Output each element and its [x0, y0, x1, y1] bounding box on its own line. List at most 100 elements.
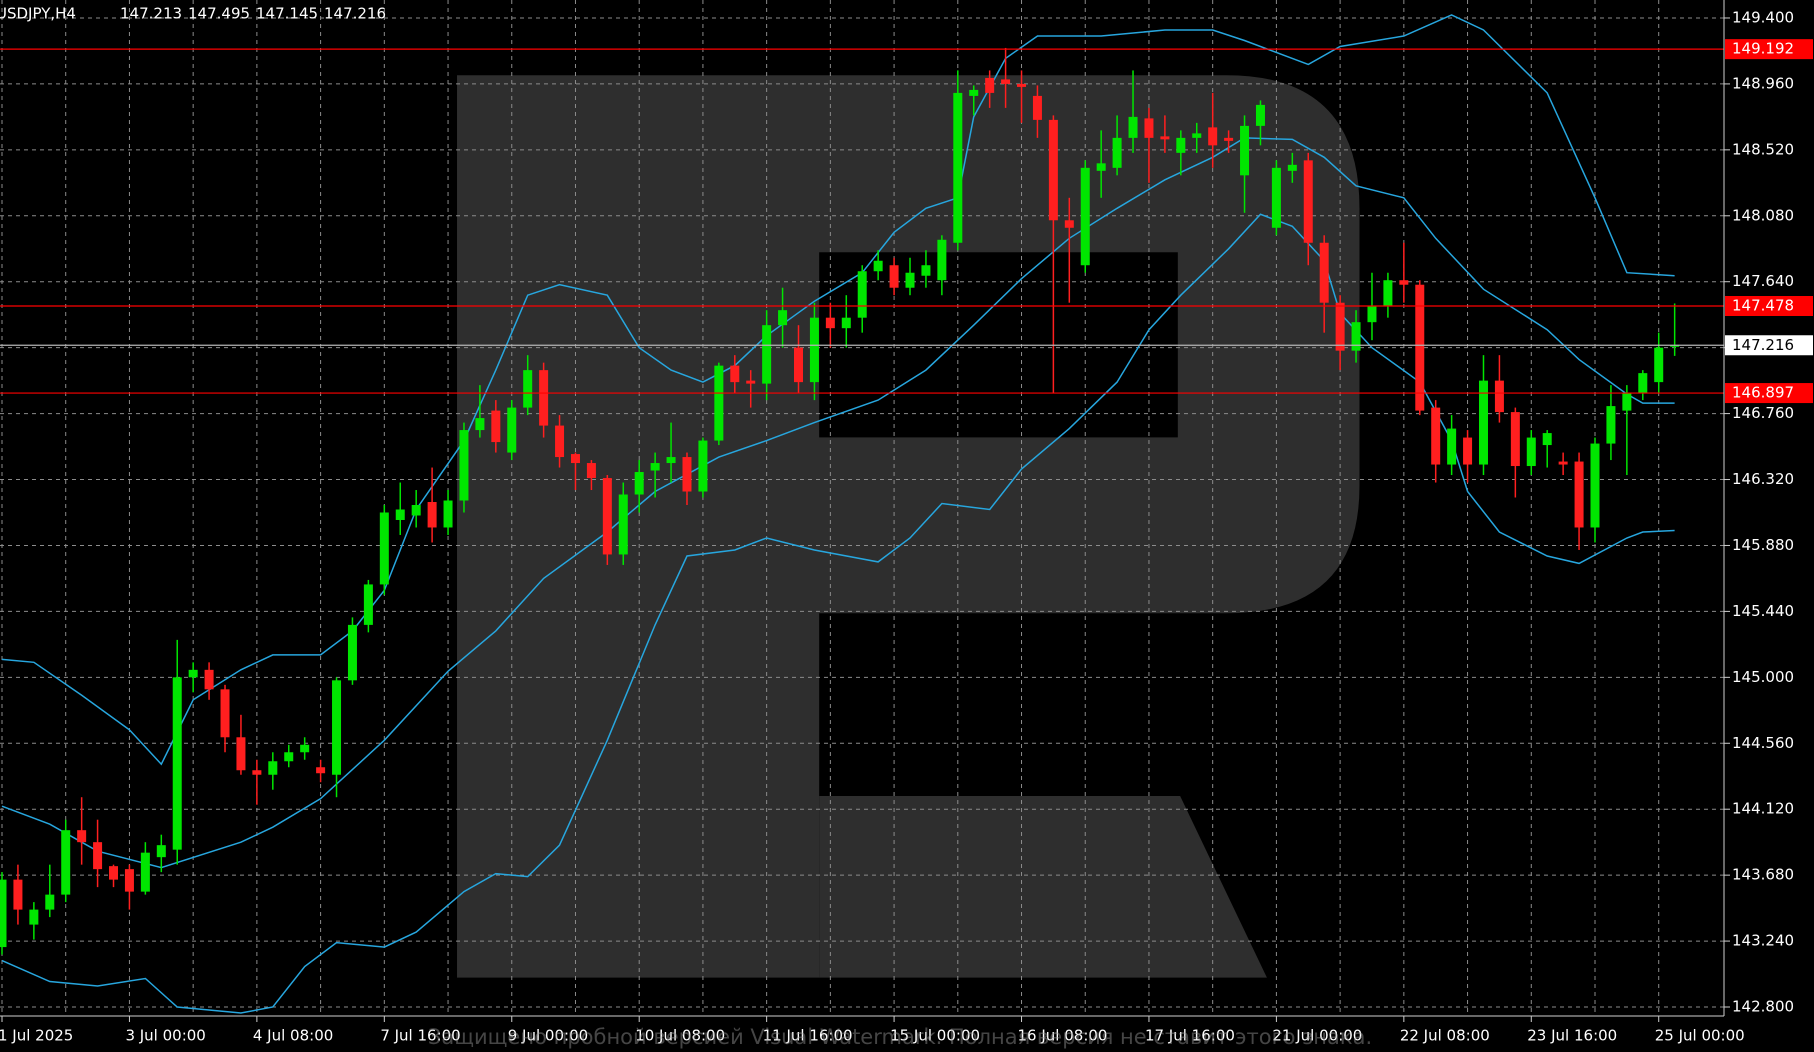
- candle-body: [1064, 220, 1074, 228]
- x-tick-label: 9 Jul 00:00: [508, 1027, 588, 1045]
- candle-body: [316, 767, 326, 774]
- candle-body: [937, 239, 947, 281]
- y-tick-label: 148.520: [1732, 140, 1794, 158]
- y-tick-label: 142.800: [1732, 998, 1794, 1016]
- candle-body: [666, 457, 676, 464]
- candle-body: [1224, 137, 1234, 141]
- logo-watermark: [457, 75, 1360, 978]
- candle-body: [1383, 280, 1393, 306]
- candle-body: [1431, 407, 1441, 465]
- candle-body: [555, 425, 565, 458]
- candle-body: [1303, 160, 1313, 243]
- x-tick-label: 17 Jul 16:00: [1145, 1027, 1235, 1045]
- candle-body: [1574, 461, 1584, 528]
- candle-body: [395, 509, 405, 520]
- candle-body: [1654, 347, 1664, 383]
- candle-body: [1510, 412, 1520, 467]
- candle-body: [1638, 373, 1648, 393]
- candle-body: [809, 317, 819, 383]
- y-tick-label: 143.240: [1732, 932, 1794, 950]
- candle-body: [427, 502, 437, 528]
- x-tick-label: 4 Jul 08:00: [253, 1027, 333, 1045]
- header-open: 147.213: [120, 5, 182, 23]
- candle-body: [507, 407, 517, 453]
- candle-body: [618, 494, 628, 555]
- x-tick-label: 16 Jul 08:00: [1018, 1027, 1108, 1045]
- candle-body: [1478, 380, 1488, 465]
- level-label: 147.478: [1732, 296, 1794, 314]
- candle-body: [985, 77, 995, 93]
- logo-leg: [819, 796, 1267, 978]
- y-tick-label: 146.320: [1732, 470, 1794, 488]
- y-tick-label: 145.880: [1732, 536, 1794, 554]
- candle-body: [1351, 322, 1361, 351]
- x-tick-label: 15 Jul 00:00: [890, 1027, 980, 1045]
- candle-body: [762, 325, 772, 384]
- candle-body: [1208, 127, 1218, 146]
- header-high: 147.495: [188, 5, 250, 23]
- candle-body: [443, 500, 453, 528]
- level-label: 149.192: [1732, 40, 1794, 58]
- candle-body: [284, 752, 294, 762]
- candle-body: [1271, 167, 1281, 228]
- candle-body: [905, 272, 915, 288]
- candle-body: [889, 265, 899, 288]
- y-tick-label: 147.640: [1732, 272, 1794, 290]
- candle-body: [698, 440, 708, 492]
- current-price-box: [1725, 335, 1813, 356]
- candle-body: [1415, 284, 1425, 411]
- candle-body: [1670, 345, 1680, 347]
- candle-body: [1606, 406, 1616, 444]
- candle-body: [602, 478, 612, 555]
- candle-body: [236, 737, 246, 771]
- candle-body: [13, 879, 23, 910]
- x-tick-label: 21 Jul 00:00: [1272, 1027, 1362, 1045]
- candle-body: [1447, 428, 1457, 465]
- candle-body: [634, 472, 644, 495]
- candle-body: [1542, 433, 1552, 446]
- candle-body: [124, 869, 134, 892]
- y-tick-label: 148.960: [1732, 74, 1794, 92]
- candle-body: [156, 845, 166, 858]
- candle-body: [204, 669, 214, 690]
- candle-body: [188, 669, 198, 678]
- candle-body: [172, 677, 182, 850]
- y-tick-label: 145.000: [1732, 668, 1794, 686]
- candle-body: [29, 909, 39, 925]
- watermark-text: Защищено пробной версией Visual Watermar…: [428, 1025, 1372, 1049]
- candle-body: [746, 380, 756, 384]
- candle-body: [363, 584, 373, 625]
- candle-body: [109, 866, 119, 880]
- candle-body: [1128, 116, 1138, 138]
- candle-body: [252, 770, 262, 775]
- candle-body: [1080, 167, 1090, 266]
- candle-body: [61, 830, 71, 895]
- candle-body: [1240, 125, 1250, 176]
- level-label-box: [1725, 295, 1813, 316]
- x-tick-label: 25 Jul 00:00: [1655, 1027, 1745, 1045]
- candle-body: [650, 463, 660, 471]
- candle-body: [459, 430, 469, 501]
- y-tick-label: 143.680: [1732, 866, 1794, 884]
- candle-body: [714, 365, 724, 441]
- candle-body: [953, 92, 963, 243]
- chart-title: USDJPY,H4: [0, 5, 76, 23]
- y-tick-label: 148.080: [1732, 206, 1794, 224]
- candle-body: [825, 317, 835, 329]
- candle-body: [1367, 305, 1377, 323]
- y-tick-label: 145.440: [1732, 602, 1794, 620]
- header-low: 147.145: [256, 5, 318, 23]
- current-price-label: 147.216: [1732, 336, 1794, 354]
- candle-body: [539, 370, 549, 426]
- candle-body: [0, 879, 7, 948]
- candle-body: [523, 370, 533, 408]
- candle-body: [1526, 437, 1536, 467]
- x-tick-label: 1 Jul 2025: [0, 1027, 73, 1045]
- candle-body: [730, 365, 740, 383]
- x-tick-label: 23 Jul 16:00: [1527, 1027, 1617, 1045]
- header-close: 147.216: [324, 5, 386, 23]
- candle-body: [794, 347, 803, 383]
- candle-body: [347, 624, 357, 681]
